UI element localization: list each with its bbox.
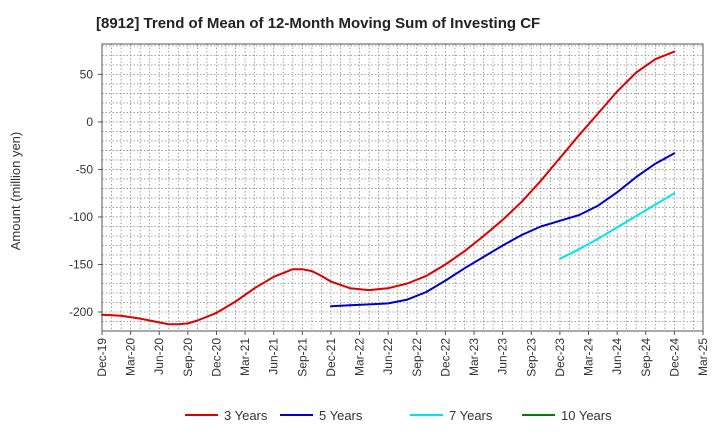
series-line-5-years [330,152,676,308]
x-tick-label: Dec-21 [324,338,338,377]
legend-label: 10 Years [561,408,612,423]
y-tick-label: 0 [86,115,93,129]
chart-title: [8912] Trend of Mean of 12-Month Moving … [96,15,540,32]
x-tick-label: Jun-21 [267,338,281,375]
y-tick-label: -50 [76,162,94,176]
series-line-7-years [558,192,676,260]
x-tick-label: Sep-23 [524,338,538,377]
plot-frame [101,43,704,332]
x-tick-label: Dec-24 [667,338,681,377]
x-tick-label: Dec-23 [553,338,567,377]
x-tick-label: Jun-24 [610,338,624,375]
legend: 3 Years 5 Years 7 Years 10 Years [185,408,612,423]
y-tick-label: 50 [80,67,94,81]
x-tick-label: Mar-22 [353,338,367,376]
legend-label: 7 Years [449,408,493,423]
x-tick-label: Jun-20 [152,338,166,375]
y-axis-label: Amount (million yen) [8,132,23,251]
plot-area: 50 0 -50 -100 -150 -200 Dec-19 Mar-20 Jun-20 Sep-… [69,43,710,377]
plot-background [102,44,703,331]
x-tick-label: Mar-25 [696,338,710,376]
x-tick-label: Dec-22 [438,338,452,377]
x-tick-label: Mar-21 [238,338,252,376]
x-tick-label: Mar-23 [467,338,481,376]
y-tick-label: -100 [69,210,93,224]
x-tick-label: Dec-19 [95,338,109,377]
x-tick-label: Sep-20 [181,338,195,377]
y-tick-label: -150 [69,257,93,271]
x-tick-label: Sep-22 [410,338,424,377]
x-tick-label: Dec-20 [209,338,223,377]
legend-label: 3 Years [224,408,268,423]
legend-label: 5 Years [319,408,363,423]
x-tick-label: Mar-20 [124,338,138,376]
x-tick-label: Jun-22 [381,338,395,375]
series-line-3-years [101,50,676,326]
x-tick-label: Mar-24 [582,338,596,376]
y-tick-label: -200 [69,305,93,319]
x-tick-label: Sep-21 [295,338,309,377]
x-tick-label: Jun-23 [496,338,510,375]
x-tick-label: Sep-24 [639,338,653,377]
